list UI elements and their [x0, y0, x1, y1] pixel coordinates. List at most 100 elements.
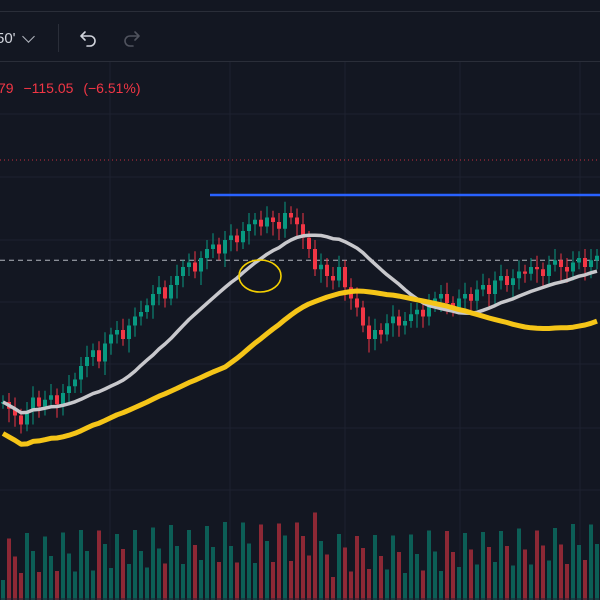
highlight-circle: [238, 259, 282, 293]
volume-bar: [481, 532, 485, 600]
candle-body: [571, 262, 575, 272]
volume-bar: [577, 545, 581, 600]
candle-body: [13, 408, 17, 416]
candle-body: [19, 415, 23, 425]
volume-bar: [475, 564, 479, 600]
candle-body: [409, 314, 413, 321]
candle-body: [463, 294, 467, 299]
candle-body: [541, 269, 545, 276]
candle-body: [181, 267, 185, 276]
redo-arrow-icon[interactable]: [120, 26, 146, 52]
volume-bar: [451, 552, 455, 600]
legend-last-value: 79: [0, 80, 14, 96]
candle-body: [331, 276, 335, 281]
volume-bar: [49, 556, 53, 600]
candle-body: [283, 213, 287, 229]
volume-bar: [67, 553, 71, 600]
candle-body: [73, 379, 77, 387]
volume-bar: [433, 551, 437, 600]
candle-body: [121, 330, 125, 339]
undo-arrow-icon[interactable]: [74, 26, 100, 52]
candle-body: [289, 213, 293, 218]
candle-body: [25, 411, 29, 425]
candle-body: [247, 224, 251, 231]
volume-bar: [439, 571, 443, 600]
candle-body: [139, 312, 143, 317]
chevron-down-icon: [21, 30, 35, 43]
volume-bar: [283, 535, 287, 600]
candle-body: [325, 264, 329, 276]
candle-body: [37, 397, 41, 407]
volume-bar: [325, 554, 329, 600]
candle-body: [49, 395, 53, 400]
moving-average-slow-line: [1, 288, 598, 447]
volume-bar: [91, 570, 95, 600]
toolbar-top-strip: [0, 0, 600, 12]
candle-body: [481, 285, 485, 290]
volume-bar: [589, 524, 593, 600]
volume-bar: [109, 568, 113, 600]
candle-body: [205, 249, 209, 258]
candle-body: [523, 271, 527, 274]
candle-body: [589, 260, 593, 267]
candle-body: [163, 287, 167, 299]
candle-body: [529, 267, 533, 274]
volume-bar: [265, 541, 269, 600]
candle-body: [211, 244, 215, 249]
volume-bar: [193, 545, 197, 600]
candle-body: [91, 350, 95, 357]
candle-body: [439, 294, 443, 299]
volume-bar: [421, 570, 425, 600]
volume-bar: [241, 522, 245, 600]
volume-bar: [355, 536, 359, 600]
volume-bar: [229, 546, 233, 600]
volume-bar: [289, 561, 293, 600]
volume-bar: [271, 562, 275, 600]
candle-body: [43, 399, 47, 407]
candle-body: [595, 255, 599, 261]
candle-body: [319, 264, 323, 270]
candle-body: [301, 224, 305, 238]
candle-body: [547, 264, 551, 276]
volume-bar: [175, 546, 179, 600]
volume-bar: [205, 526, 209, 600]
candle-body: [457, 298, 461, 308]
candle-body: [577, 258, 581, 263]
candle-body: [391, 316, 395, 324]
candle-body: [103, 343, 107, 362]
candle-body: [517, 271, 521, 279]
volume-bar: [391, 535, 395, 600]
volume-bar: [373, 535, 377, 600]
candle-body: [271, 217, 275, 222]
volume-bar: [157, 548, 161, 600]
volume-bar: [427, 530, 431, 600]
volume-bar: [223, 522, 227, 600]
volume-bar: [595, 544, 599, 600]
price-chart[interactable]: [0, 62, 600, 600]
candle-body: [475, 289, 479, 301]
volume-bar: [13, 556, 17, 600]
candle-body: [493, 280, 497, 294]
volume-bar: [487, 547, 491, 600]
volume-bar: [235, 562, 239, 600]
volume-bar: [337, 534, 341, 600]
candle-body: [451, 303, 455, 308]
symbol-legend: 79 −115.05 (−6.51%): [0, 78, 147, 98]
candle-body: [61, 393, 65, 405]
candle-body: [313, 249, 317, 270]
volume-bar: [133, 530, 137, 600]
volume-bar: [253, 563, 257, 600]
candle-body: [67, 386, 71, 393]
volume-bar: [31, 551, 35, 600]
volume-bar: [565, 564, 569, 600]
interval-selector[interactable]: 50': [0, 28, 35, 50]
candle-body: [343, 267, 347, 288]
moving-average-fast-line: [2, 233, 598, 415]
candle-body: [535, 267, 539, 270]
candle-body: [415, 309, 419, 315]
volume-bar: [7, 538, 11, 600]
candle-body: [403, 321, 407, 326]
volume-bar: [97, 530, 101, 600]
candle-body: [559, 260, 563, 267]
candle-body: [169, 285, 173, 299]
